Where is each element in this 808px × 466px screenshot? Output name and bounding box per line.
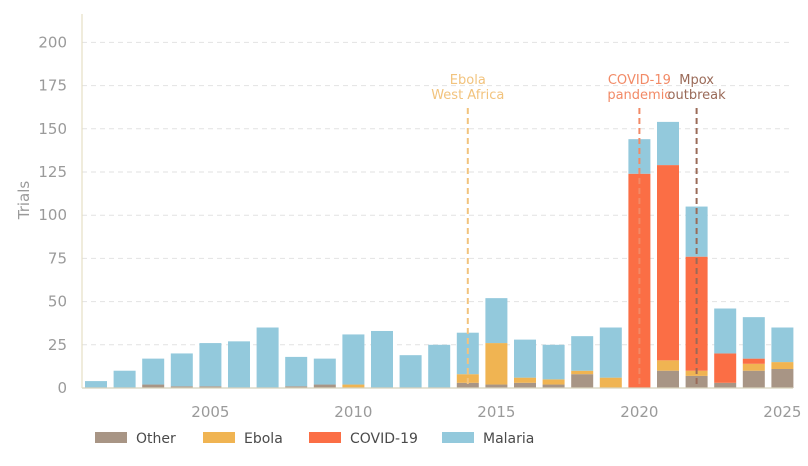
bar-malaria-2008 — [285, 356, 308, 387]
bar-ebola-2024 — [742, 363, 765, 371]
bars — [85, 121, 794, 388]
bar-ebola-2018 — [571, 370, 594, 375]
axes — [81, 14, 793, 389]
x-tick-label: 2015 — [477, 403, 515, 421]
legend-swatch — [203, 432, 235, 443]
bar-ebola-2016 — [514, 377, 536, 383]
bar-malaria-2011 — [371, 330, 393, 388]
bar-malaria-2010 — [342, 334, 365, 385]
bar-malaria-2019 — [599, 327, 622, 378]
bar-malaria-2003 — [142, 358, 165, 385]
legend-swatch — [95, 432, 127, 443]
bar-malaria-2017 — [542, 344, 565, 380]
bar-other-2023 — [714, 382, 737, 388]
bar-malaria-2025 — [771, 327, 794, 363]
legend-label: Other — [136, 431, 176, 447]
event-label: Mpox — [679, 73, 714, 88]
bar-other-2016 — [514, 382, 536, 388]
legend-label: Malaria — [483, 431, 534, 447]
bar-ebola-2021 — [657, 360, 679, 371]
y-tick-label: 0 — [57, 379, 67, 397]
bar-ebola-2010 — [342, 384, 365, 388]
bar-other-2025 — [771, 368, 794, 388]
grid — [82, 41, 793, 346]
bar-covid-19-2023 — [714, 353, 737, 383]
y-axis-label: Trials — [15, 181, 33, 221]
bar-malaria-2020 — [628, 139, 651, 174]
bar-other-2014 — [456, 382, 479, 388]
y-tick-label: 25 — [48, 336, 67, 354]
event-label: pandemic — [607, 88, 671, 103]
y-tick-label: 50 — [48, 293, 67, 311]
bar-other-2021 — [657, 370, 679, 388]
bar-malaria-2007 — [256, 327, 279, 388]
legend-swatch — [309, 432, 341, 443]
y-tick-label: 200 — [38, 33, 67, 51]
bar-ebola-2015 — [485, 343, 508, 385]
bar-malaria-2009 — [313, 358, 336, 385]
bar-malaria-2018 — [571, 336, 594, 371]
bar-other-2008 — [285, 386, 308, 388]
x-tick-label: 2005 — [191, 403, 229, 421]
bar-malaria-2013 — [428, 344, 451, 388]
y-tick-label: 150 — [38, 120, 67, 138]
bar-other-2009 — [313, 384, 336, 388]
bar-other-2017 — [542, 384, 565, 388]
bar-ebola-2017 — [542, 379, 565, 385]
y-tick-label: 125 — [38, 163, 67, 181]
y-tick-label: 175 — [38, 77, 67, 95]
bar-malaria-2001 — [85, 381, 107, 388]
bar-other-2003 — [142, 384, 165, 388]
x-tick-label: 2020 — [620, 403, 658, 421]
bar-other-2004 — [170, 386, 193, 388]
event-label: COVID-19 — [608, 73, 671, 88]
x-tick-labels: 2005 2010 2015 2020 2025 — [191, 403, 801, 421]
event-label: West Africa — [431, 88, 504, 103]
legend: Other Ebola COVID-19 Malaria — [95, 431, 534, 447]
bar-malaria-2021 — [657, 121, 679, 166]
bar-malaria-2023 — [714, 308, 737, 354]
bar-malaria-2004 — [170, 353, 193, 387]
y-tick-label: 100 — [38, 206, 67, 224]
bar-malaria-2024 — [742, 317, 765, 359]
bar-malaria-2012 — [399, 355, 422, 388]
bar-covid-19-2024 — [742, 358, 765, 364]
x-tick-label: 2010 — [334, 403, 372, 421]
bar-ebola-2025 — [771, 362, 794, 369]
event-label: outbreak — [668, 88, 727, 103]
bar-ebola-2019 — [599, 377, 622, 388]
legend-label: COVID-19 — [350, 431, 418, 447]
bar-other-2018 — [571, 374, 594, 388]
x-tick-label: 2025 — [763, 403, 801, 421]
bar-covid-19-2021 — [657, 165, 679, 361]
bar-other-2005 — [199, 386, 222, 388]
bar-other-2024 — [742, 370, 765, 388]
y-tick-label: 75 — [48, 249, 67, 267]
legend-label: Ebola — [244, 431, 283, 447]
event-label: Ebola — [450, 73, 486, 88]
bar-malaria-2015 — [485, 298, 508, 344]
bar-other-2015 — [485, 384, 508, 388]
bar-malaria-2016 — [514, 339, 536, 378]
y-tick-labels: 0 25 50 75 100 125 150 175 200 — [38, 33, 67, 397]
legend-swatch — [442, 432, 474, 443]
bar-malaria-2002 — [113, 370, 136, 388]
bar-malaria-2006 — [228, 341, 250, 388]
bar-malaria-2005 — [199, 343, 222, 387]
